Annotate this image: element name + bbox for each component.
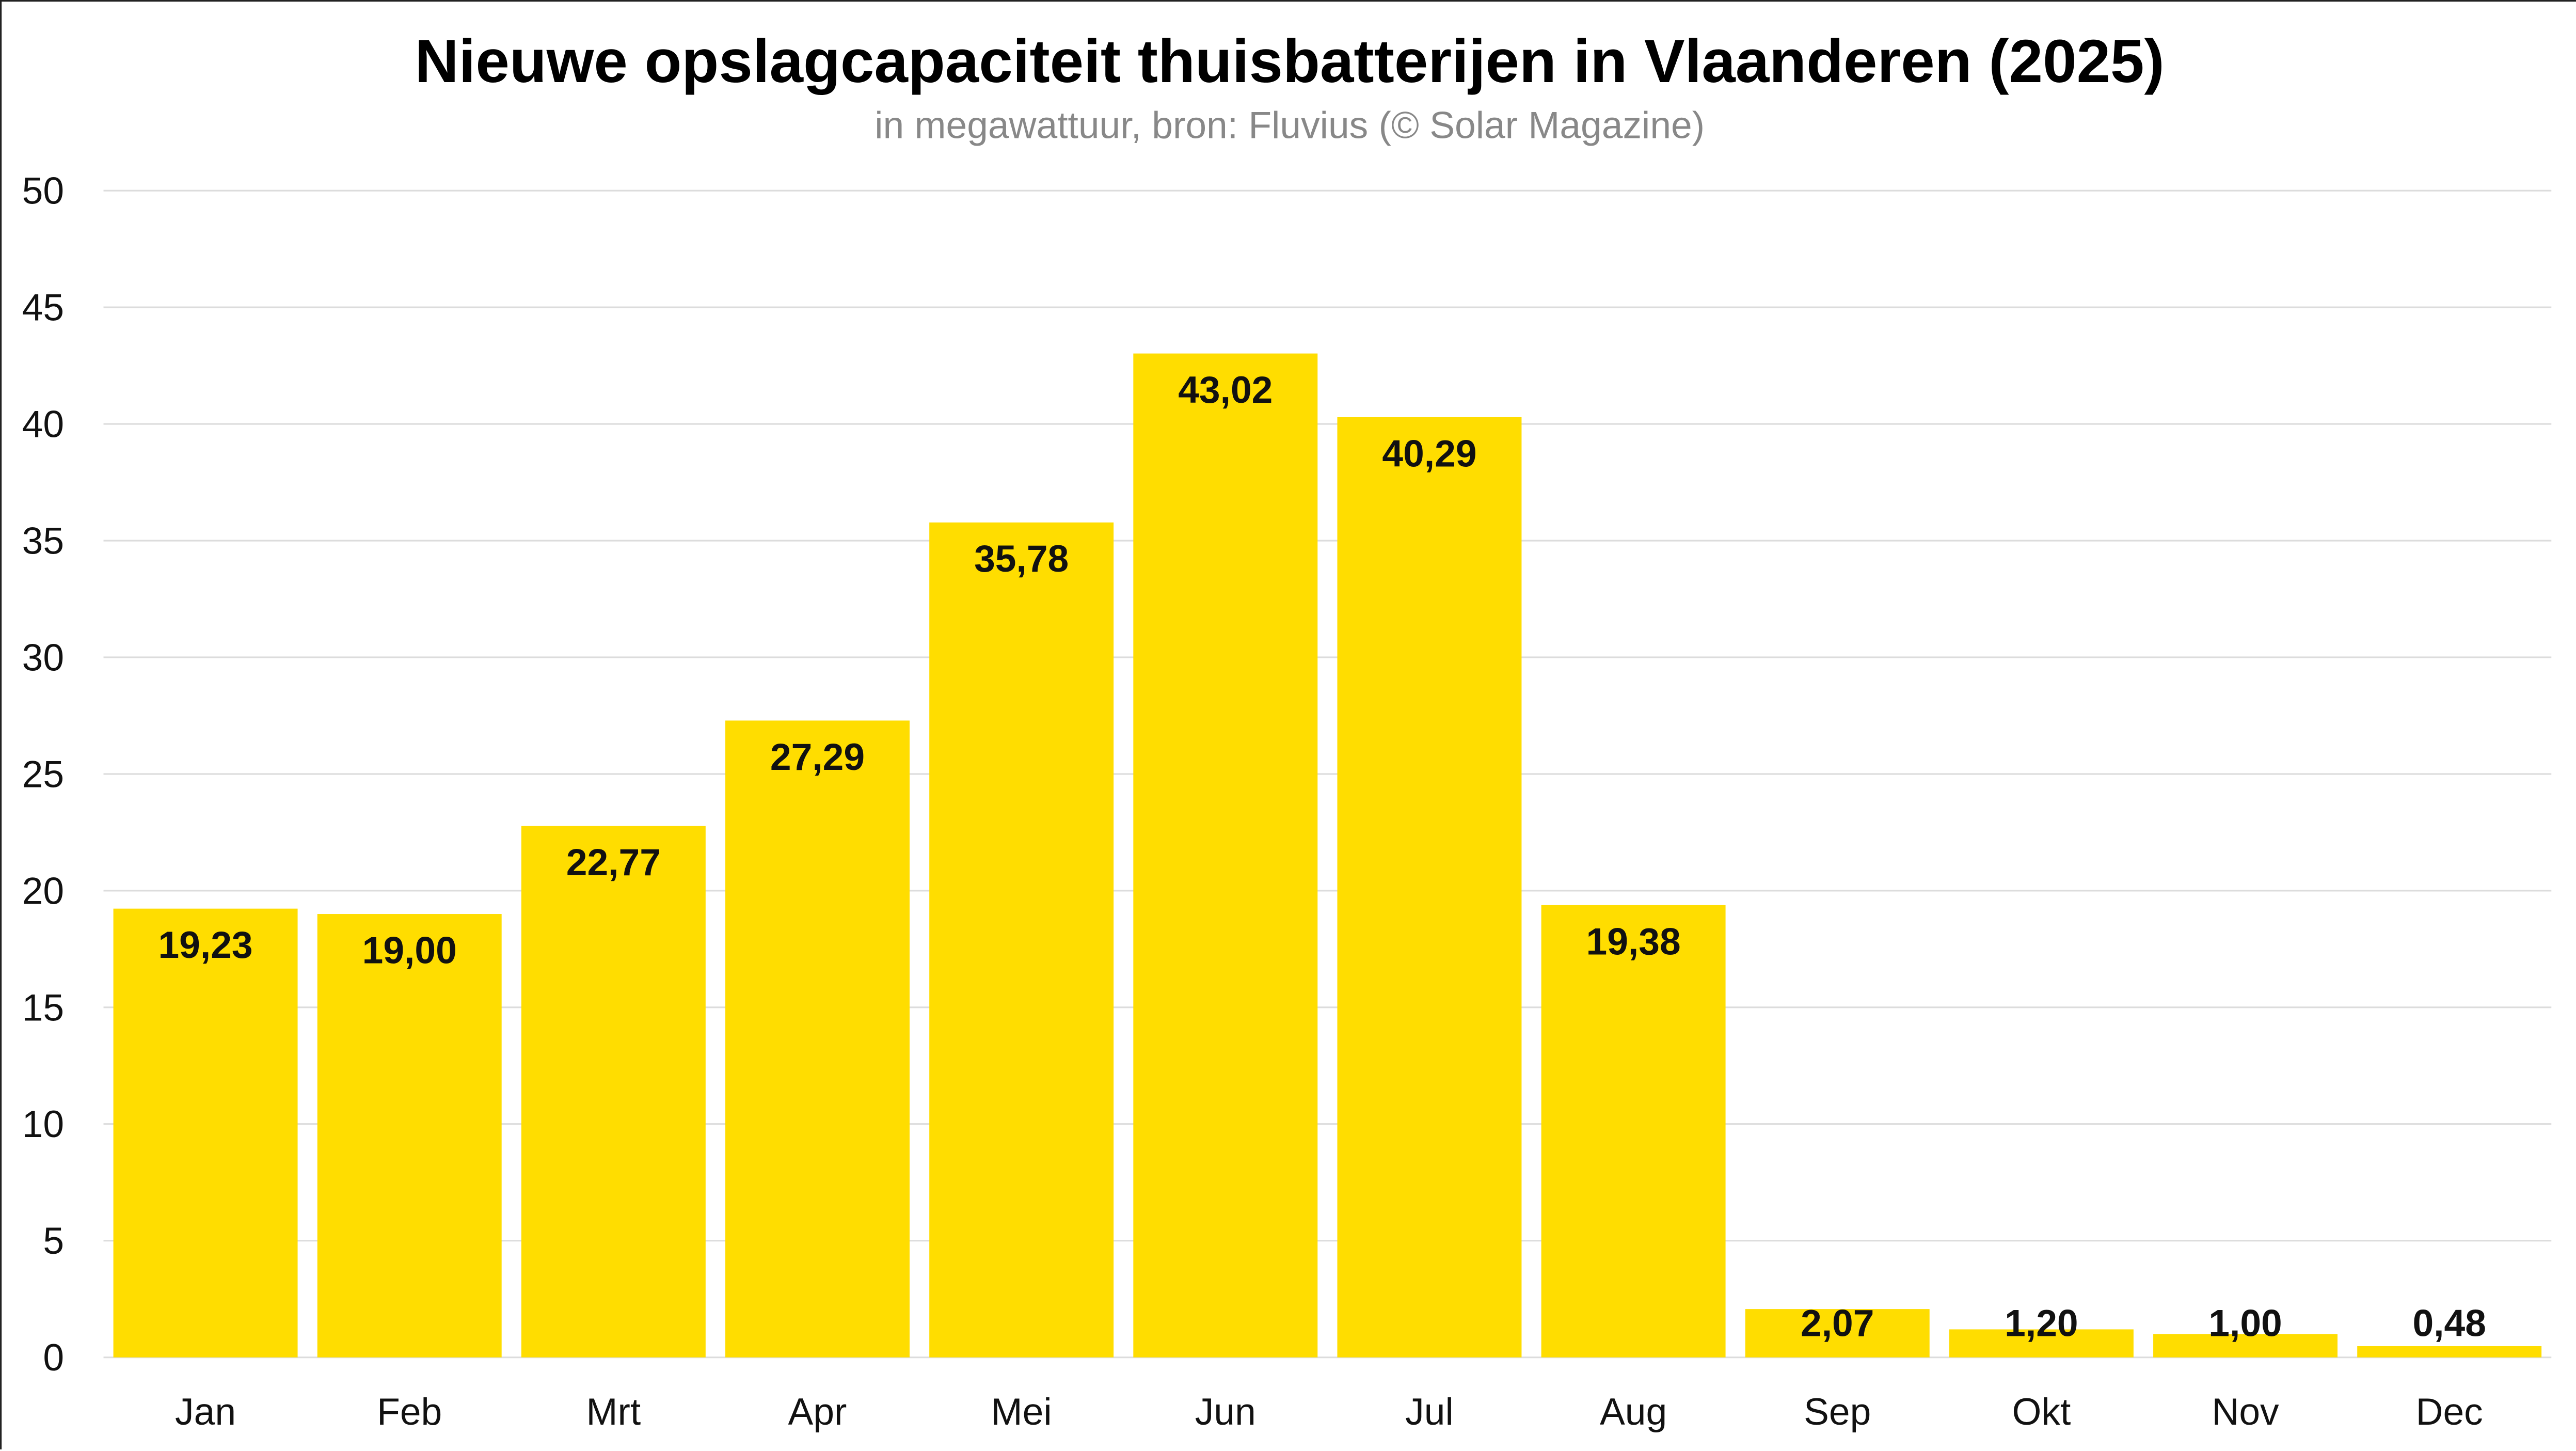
data-label: 19,38: [1586, 920, 1681, 963]
bar: [113, 908, 298, 1358]
y-tick-label: 35: [22, 519, 64, 562]
x-tick-label: Sep: [1804, 1391, 1871, 1433]
x-tick-label: Jan: [175, 1391, 236, 1433]
bar: [1337, 417, 1522, 1358]
x-tick-label: Mei: [991, 1391, 1052, 1433]
data-label: 19,00: [362, 929, 457, 972]
bar: [1541, 905, 1726, 1358]
x-tick-label: Dec: [2416, 1391, 2483, 1433]
x-tick-label: Nov: [2212, 1391, 2279, 1433]
data-label: 2,07: [1801, 1302, 1874, 1344]
bar: [317, 914, 502, 1358]
chart-subtitle: in megawattuur, bron: Fluvius (© Solar M…: [874, 104, 1705, 146]
x-tick-label: Apr: [788, 1391, 847, 1433]
y-tick-label: 25: [22, 753, 64, 795]
x-tick-label: Jul: [1405, 1391, 1454, 1433]
x-tick-label: Jun: [1195, 1391, 1256, 1433]
y-tick-label: 5: [43, 1220, 64, 1262]
data-label: 27,29: [770, 736, 865, 778]
y-tick-label: 20: [22, 870, 64, 912]
bar: [929, 522, 1114, 1358]
y-tick-label: 10: [22, 1103, 64, 1145]
bar: [725, 720, 910, 1358]
data-label: 0,48: [2412, 1302, 2486, 1344]
bar: [2153, 1334, 2338, 1358]
x-tick-label: Feb: [377, 1391, 442, 1433]
data-label: 1,00: [2208, 1302, 2282, 1344]
data-label: 43,02: [1178, 369, 1273, 411]
bar: [1949, 1329, 2134, 1358]
x-tick-label: Aug: [1600, 1391, 1667, 1433]
bar: [2357, 1346, 2542, 1358]
bar: [1133, 353, 1318, 1358]
chart-title: Nieuwe opslagcapaciteit thuisbatterijen …: [415, 27, 2165, 95]
bar: [1745, 1309, 1930, 1358]
data-label: 19,23: [158, 924, 252, 966]
data-label: 35,78: [974, 538, 1069, 580]
y-tick-label: 45: [22, 287, 64, 329]
y-tick-label: 30: [22, 636, 64, 679]
x-tick-label: Okt: [2012, 1391, 2071, 1433]
data-label: 22,77: [566, 841, 661, 884]
y-tick-label: 0: [43, 1336, 64, 1379]
y-tick-label: 40: [22, 403, 64, 446]
y-tick-label: 50: [22, 170, 64, 212]
bar: [521, 826, 706, 1358]
y-tick-label: 15: [22, 986, 64, 1029]
x-tick-label: Mrt: [586, 1391, 641, 1433]
data-label: 1,20: [2005, 1302, 2078, 1344]
data-label: 40,29: [1382, 432, 1476, 475]
